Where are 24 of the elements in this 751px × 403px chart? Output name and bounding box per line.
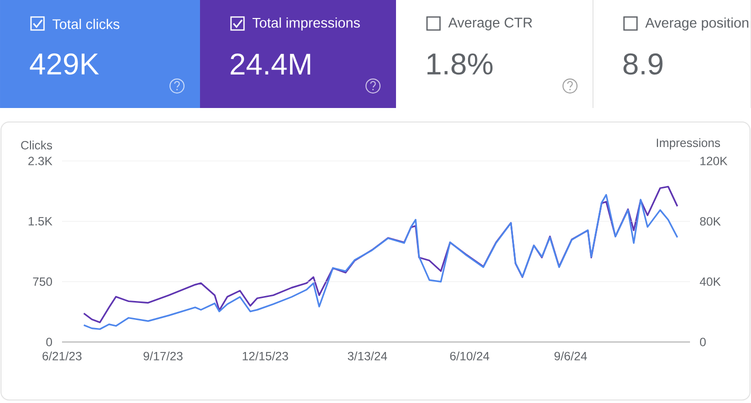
- text: 24.4M: [230, 54, 310, 74]
- text: Total clicks: [52, 18, 120, 30]
- y2-tick-label: 40K: [700, 277, 721, 286]
- y2-tick-label: 120K: [700, 156, 728, 166]
- y-tick-label: 2.3K: [28, 156, 52, 166]
- y-tick-label: 0: [46, 338, 52, 346]
- y-axis-title: Clicks: [21, 140, 52, 150]
- x-tick-label: 3/13/24: [348, 352, 388, 360]
- text: 429K: [30, 53, 99, 75]
- y-tick-label: 1.5K: [28, 217, 52, 226]
- text: 1.8%: [427, 53, 493, 75]
- x-tick-label: 6/21/23: [42, 352, 82, 360]
- text: Average position: [645, 17, 748, 31]
- text: Total impressions: [252, 17, 360, 31]
- y2-tick-label: 80K: [700, 217, 721, 226]
- text: 8.9: [624, 53, 662, 75]
- x-tick-label: 6/10/24: [450, 352, 490, 360]
- y2-tick-label: 0: [700, 338, 706, 346]
- x-tick-label: 9/17/23: [144, 352, 183, 360]
- y2-axis-title: Impressions: [656, 138, 720, 150]
- y-tick-label: 750: [33, 277, 52, 286]
- x-tick-label: 12/15/23: [242, 352, 288, 360]
- text: Average CTR: [448, 18, 532, 30]
- x-tick-label: 9/6/24: [554, 352, 587, 360]
